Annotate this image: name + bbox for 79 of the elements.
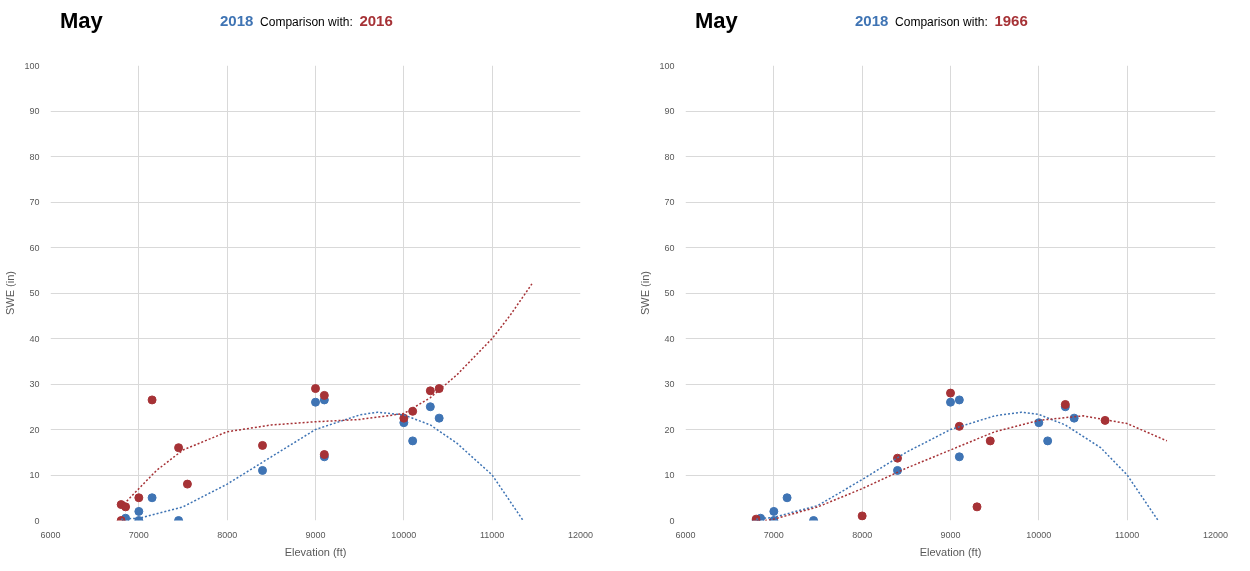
point bbox=[408, 436, 418, 446]
point bbox=[434, 413, 444, 423]
y-tick-label: 80 bbox=[29, 151, 40, 162]
text: Comparison with: bbox=[895, 15, 988, 29]
y-tick-label: 100 bbox=[24, 60, 40, 71]
x-tick-label: 8000 bbox=[852, 529, 873, 540]
point bbox=[147, 493, 157, 503]
y-axis-title: SWE (in) bbox=[4, 271, 17, 315]
point bbox=[121, 502, 131, 512]
y-tick-label: 60 bbox=[29, 242, 40, 253]
chart-title: May bbox=[695, 7, 739, 35]
y-tick-label: 80 bbox=[664, 151, 675, 162]
y-tick-label: 20 bbox=[664, 424, 675, 435]
x-tick-label: 10000 bbox=[391, 529, 417, 540]
y-tick-label: 40 bbox=[664, 333, 675, 344]
y-tick-label: 10 bbox=[29, 470, 40, 480]
point bbox=[434, 384, 444, 394]
point bbox=[134, 506, 144, 516]
text: 2018 bbox=[855, 12, 889, 29]
point bbox=[954, 395, 964, 405]
x-tick-label: 7000 bbox=[128, 529, 149, 540]
point bbox=[1043, 436, 1053, 446]
y-tick-label: 30 bbox=[29, 379, 40, 389]
text: 2018 bbox=[220, 12, 254, 29]
point bbox=[782, 493, 792, 503]
point bbox=[1100, 415, 1110, 425]
point bbox=[399, 413, 409, 423]
point bbox=[182, 479, 192, 489]
point bbox=[1034, 418, 1044, 428]
point bbox=[147, 395, 157, 405]
point bbox=[258, 440, 267, 450]
x-tick-label: 8000 bbox=[217, 529, 238, 540]
point bbox=[311, 397, 320, 407]
y-axis-title: SWE (in) bbox=[639, 271, 652, 315]
point bbox=[857, 511, 867, 521]
point bbox=[425, 402, 435, 412]
y-tick-label: 10 bbox=[664, 470, 675, 480]
point bbox=[985, 436, 995, 446]
point bbox=[946, 388, 955, 398]
x-tick-label: 9000 bbox=[940, 529, 961, 540]
point bbox=[408, 406, 418, 416]
point bbox=[954, 452, 964, 462]
x-axis-title: Elevation (ft) bbox=[919, 545, 982, 558]
y-tick-label: 50 bbox=[29, 288, 40, 298]
point bbox=[174, 443, 184, 453]
y-tick-label: 60 bbox=[664, 242, 675, 253]
y-tick-label: 90 bbox=[29, 106, 40, 116]
text: 2016 bbox=[359, 12, 393, 29]
point bbox=[425, 386, 435, 396]
text: 1966 bbox=[994, 12, 1028, 29]
x-tick-label: 7000 bbox=[763, 529, 784, 540]
x-tick-label: 11000 bbox=[479, 529, 505, 540]
y-tick-label: 0 bbox=[34, 515, 40, 526]
point bbox=[134, 493, 144, 503]
y-tick-label: 50 bbox=[664, 288, 675, 298]
chart-title: May bbox=[60, 7, 104, 35]
x-tick-label: 6000 bbox=[40, 529, 61, 540]
x-axis-title: Elevation (ft) bbox=[284, 545, 347, 558]
y-tick-label: 90 bbox=[664, 106, 675, 116]
point bbox=[972, 502, 982, 512]
text: Comparison with: bbox=[260, 15, 353, 29]
y-tick-label: 20 bbox=[29, 424, 40, 435]
point bbox=[258, 465, 267, 475]
x-tick-label: 10000 bbox=[1026, 529, 1052, 540]
x-tick-label: 11000 bbox=[1114, 529, 1140, 540]
y-tick-label: 30 bbox=[664, 379, 675, 389]
point bbox=[946, 397, 955, 407]
y-tick-label: 40 bbox=[29, 333, 40, 344]
y-tick-label: 0 bbox=[669, 515, 675, 526]
x-tick-label: 6000 bbox=[675, 529, 696, 540]
y-tick-label: 100 bbox=[659, 60, 675, 71]
point bbox=[319, 390, 329, 400]
x-tick-label: 12000 bbox=[1202, 529, 1229, 540]
x-tick-label: 9000 bbox=[305, 529, 326, 540]
y-tick-label: 70 bbox=[29, 197, 40, 207]
y-tick-label: 70 bbox=[664, 197, 675, 207]
x-tick-label: 12000 bbox=[567, 529, 594, 540]
point bbox=[769, 506, 779, 516]
point bbox=[311, 384, 320, 394]
